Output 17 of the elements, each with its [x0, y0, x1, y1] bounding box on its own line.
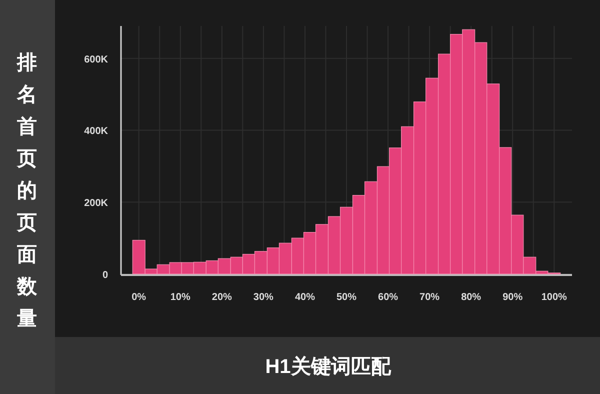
x-tick-label: 10% [170, 292, 190, 303]
x-tick-label: 0% [132, 292, 146, 303]
y-tick-label: 200K [84, 198, 109, 210]
x-tick-label: 50% [336, 292, 357, 303]
y-tick-label: 400K [84, 126, 109, 138]
x-tick-label: 40% [294, 292, 316, 303]
x-tick-label: 20% [212, 292, 232, 303]
x-tick-label: 80% [461, 292, 482, 303]
x-tick-label: 70% [420, 292, 440, 303]
x-tick-label: 90% [502, 292, 523, 303]
x-tick-label: 30% [253, 292, 274, 303]
x-axis-title: H1关键词匹配 [265, 355, 392, 378]
y-tick-label: 600K [84, 54, 109, 66]
text: 排名首页的页面数量 [17, 52, 37, 330]
y-tick-label: 0 [102, 270, 108, 281]
x-tick-label: 60% [378, 292, 398, 303]
x-tick-label: 100% [541, 292, 568, 303]
